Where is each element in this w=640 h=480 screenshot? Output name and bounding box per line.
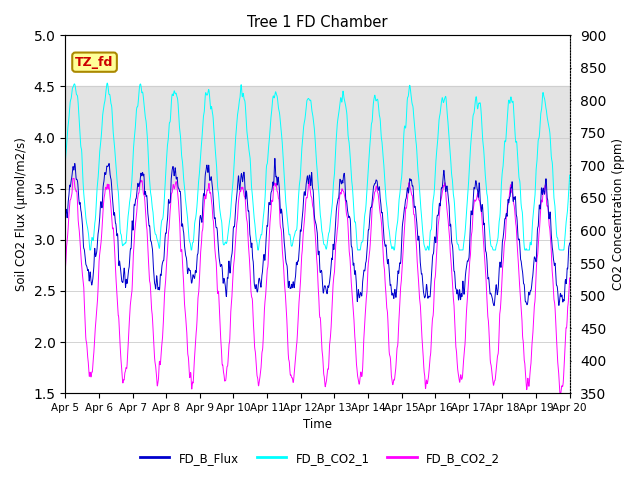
Text: TZ_fd: TZ_fd: [76, 56, 114, 69]
Y-axis label: CO2 Concentration (ppm): CO2 Concentration (ppm): [612, 138, 625, 290]
Bar: [65, 86, 570, 189]
Legend: FD_B_Flux, FD_B_CO2_1, FD_B_CO2_2: FD_B_Flux, FD_B_CO2_1, FD_B_CO2_2: [135, 447, 505, 469]
Title: Tree 1 FD Chamber: Tree 1 FD Chamber: [247, 15, 388, 30]
X-axis label: Time: Time: [303, 419, 332, 432]
Y-axis label: Soil CO2 Flux (μmol/m2/s): Soil CO2 Flux (μmol/m2/s): [15, 137, 28, 291]
